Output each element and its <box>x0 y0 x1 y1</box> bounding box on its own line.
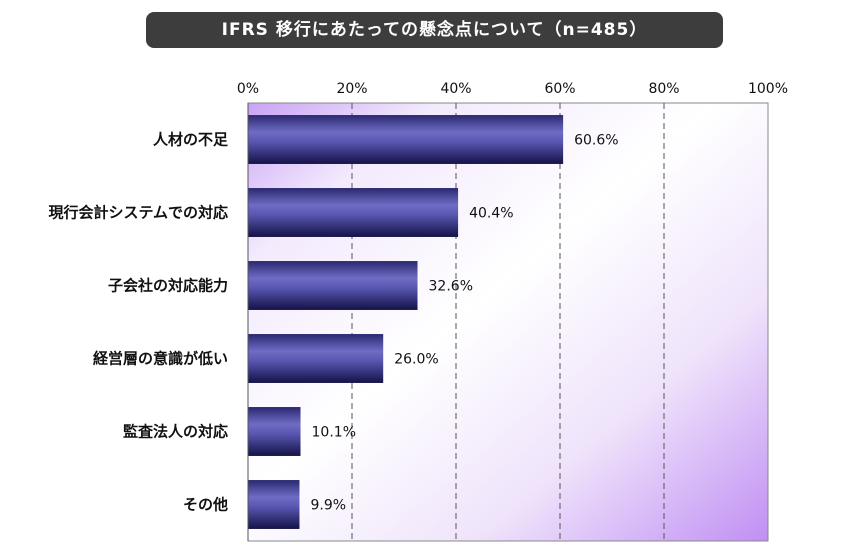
value-label: 40.4% <box>469 206 513 222</box>
bar <box>248 334 384 383</box>
x-tick-label: 40% <box>440 81 471 97</box>
bar <box>248 188 459 237</box>
category-label: 人材の不足 <box>153 131 229 149</box>
value-label: 32.6% <box>429 279 473 295</box>
bar <box>248 407 301 456</box>
value-label: 10.1% <box>312 425 356 441</box>
value-label: 9.9% <box>310 498 346 514</box>
x-tick-label: 100% <box>748 81 788 97</box>
bar <box>248 261 418 310</box>
category-label: 経営層の意識が低い <box>93 350 228 368</box>
category-label: 子会社の対応能力 <box>108 277 228 295</box>
plot-area <box>247 102 769 542</box>
category-label: 現行会計システムでの対応 <box>48 204 228 222</box>
chart-title: IFRS 移行にあたっての懸念点について（n=485） <box>146 12 723 48</box>
x-tick-label: 60% <box>544 81 575 97</box>
x-tick-label: 0% <box>237 81 259 97</box>
x-tick-label: 20% <box>336 81 367 97</box>
category-label: その他 <box>183 496 228 514</box>
category-label: 監査法人の対応 <box>123 423 228 441</box>
bar <box>248 480 300 529</box>
x-tick-label: 80% <box>648 81 679 97</box>
value-label: 60.6% <box>574 133 618 149</box>
value-label: 26.0% <box>394 352 438 368</box>
bar <box>248 115 564 164</box>
